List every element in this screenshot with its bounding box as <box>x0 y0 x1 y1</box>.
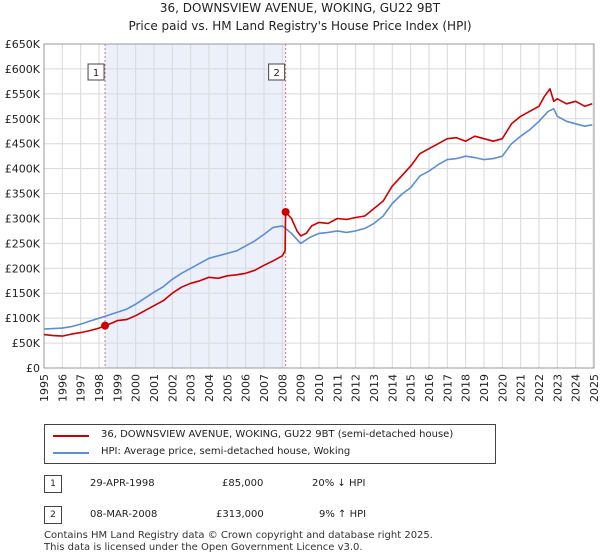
x-tick-label: 2024 <box>570 374 583 402</box>
x-tick-label: 2012 <box>350 374 363 402</box>
y-tick-label: £250K <box>5 237 41 250</box>
y-tick-label: £650K <box>5 38 41 51</box>
hpi-line <box>43 108 593 330</box>
legend-label-hpi: HPI: Average price, semi-detached house,… <box>101 446 351 457</box>
sale-badge: 1 <box>44 475 62 493</box>
y-tick-label: £400K <box>5 163 41 176</box>
x-tick-label: 2025 <box>588 374 600 402</box>
x-tick-label: 1998 <box>93 374 106 402</box>
x-tick-label: 2022 <box>533 374 546 402</box>
x-tick-label: 2018 <box>460 374 473 402</box>
sale-point <box>101 321 110 330</box>
y-tick-label: £450K <box>5 138 41 151</box>
sale-hpi: 20% ↓ HPI <box>312 478 366 489</box>
x-tick-label: 2011 <box>331 374 344 402</box>
sale-date: 08-MAR-2008 <box>90 509 158 520</box>
x-tick-label: 1997 <box>75 374 88 402</box>
y-tick-label: £500K <box>5 113 41 126</box>
ownership-shading <box>105 44 286 368</box>
footer-licence: This data is licensed under the Open Gov… <box>44 542 363 553</box>
x-tick-label: 2000 <box>130 374 143 402</box>
legend-label-property: 36, DOWNSVIEW AVENUE, WOKING, GU22 9BT (… <box>101 429 454 440</box>
x-tick-label: 2004 <box>203 374 216 402</box>
x-tick-label: 2023 <box>551 374 564 402</box>
x-tick-label: 2006 <box>240 374 253 402</box>
x-tick-label: 2021 <box>515 374 528 402</box>
y-tick-label: £550K <box>5 88 41 101</box>
x-tick-label: 1995 <box>38 374 51 402</box>
x-tick-label: 2003 <box>185 374 198 402</box>
x-tick-label: 1996 <box>56 374 69 402</box>
x-tick-label: 1999 <box>111 374 124 402</box>
sale-label-box <box>87 63 105 81</box>
y-tick-label: £350K <box>5 188 41 201</box>
x-tick-label: 2001 <box>148 374 161 402</box>
sale-date: 29-APR-1998 <box>90 478 155 489</box>
property-price-line <box>43 88 593 337</box>
y-tick-label: £0 <box>26 362 40 375</box>
x-tick-label: 2017 <box>441 374 454 402</box>
sale-hpi: 9% ↑ HPI <box>319 509 367 520</box>
x-tick-label: 2020 <box>496 374 509 402</box>
x-tick-label: 2007 <box>258 374 271 402</box>
price-chart: £0 £50K £100K £150K £200K £250K £300K £350K £400… <box>5 38 600 402</box>
x-tick-label: 2015 <box>405 374 418 402</box>
future-region <box>592 44 594 368</box>
sale-label-box <box>268 63 286 81</box>
y-tick-label: £200K <box>5 262 41 275</box>
chart-subtitle: Price paid vs. HM Land Registry's House … <box>128 19 472 33</box>
x-tick-label: 2002 <box>166 374 179 402</box>
y-tick-label: £600K <box>5 63 41 76</box>
x-tick-label: 2019 <box>478 374 491 402</box>
plot-frame <box>43 43 595 369</box>
x-tick-label: 2016 <box>423 374 436 402</box>
chart-title: 36, DOWNSVIEW AVENUE, WOKING, GU22 9BT <box>159 1 441 15</box>
y-tick-label: £50K <box>12 337 41 350</box>
sale-point <box>281 207 290 216</box>
sale-badge: 2 <box>44 506 62 524</box>
x-tick-label: 2013 <box>368 374 381 402</box>
x-tick-label: 2014 <box>386 374 399 402</box>
sale-price: £313,000 <box>216 509 264 520</box>
x-tick-label: 2009 <box>295 374 308 402</box>
sale-label: 1 <box>93 68 99 79</box>
x-tick-label: 2005 <box>221 374 234 402</box>
y-tick-label: £150K <box>5 287 41 300</box>
sale-price: £85,000 <box>222 478 264 489</box>
y-tick-label: £300K <box>5 212 41 225</box>
legend-red-line <box>53 435 89 437</box>
legend: 36, DOWNSVIEW AVENUE, WOKING, GU22 9BT (… <box>44 424 496 464</box>
x-tick-label: 2010 <box>313 374 326 402</box>
legend-blue-line <box>53 452 89 454</box>
footer-copyright: Contains HM Land Registry data © Crown c… <box>44 530 433 541</box>
y-tick-label: £100K <box>5 312 41 325</box>
sale-label: 2 <box>273 68 279 79</box>
x-tick-label: 2008 <box>276 374 289 402</box>
